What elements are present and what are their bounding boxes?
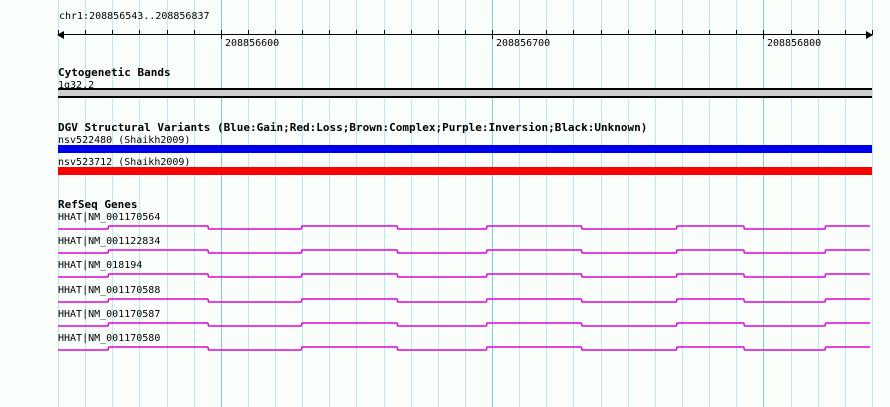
ruler-tick (465, 30, 466, 35)
sv-label-nsv523712: nsv523712 (Shaikh2009) (58, 157, 191, 168)
ruler-tick (709, 30, 710, 35)
ruler-tick (58, 30, 59, 35)
ruler-tick (221, 30, 222, 39)
ruler-tick (248, 30, 249, 35)
gene-model[interactable] (58, 273, 870, 278)
gene-label-3: HHAT|NM_001170588 (58, 285, 161, 296)
gene-model[interactable] (58, 346, 870, 351)
track-title-refseq-genes: RefSeq Genes (58, 198, 138, 211)
gene-model[interactable] (58, 322, 870, 327)
ruler-tick (845, 30, 846, 35)
arrow-right-icon[interactable] (866, 31, 873, 39)
gene-label-1: HHAT|NM_001122834 (58, 236, 161, 247)
ruler-tick (519, 30, 520, 35)
track-title-cytogenetic-bands: Cytogenetic Bands (58, 66, 171, 79)
cytoband-label: 1q32.2 (58, 80, 95, 91)
ruler-tick (818, 30, 819, 35)
ruler-tick (167, 30, 168, 35)
ruler-tick (384, 30, 385, 35)
ruler-tick (275, 30, 276, 35)
ruler-tick-label: 208856600 (225, 38, 280, 49)
ruler-tick (872, 30, 873, 35)
ruler-tick (139, 30, 140, 35)
gene-label-4: HHAT|NM_001170587 (58, 309, 161, 320)
ruler-tick (85, 30, 86, 35)
ruler-tick (791, 30, 792, 35)
sv-label-nsv522480: nsv522480 (Shaikh2009) (58, 135, 191, 146)
sv-bar-nsv523712[interactable] (58, 167, 872, 175)
ruler-tick (194, 30, 195, 35)
sv-bar-nsv522480[interactable] (58, 145, 872, 153)
ruler-tick (492, 30, 493, 39)
ruler-tick-label: 208856800 (767, 38, 822, 49)
ruler-tick (356, 30, 357, 35)
gene-label-2: HHAT|NM_018194 (58, 260, 143, 271)
ruler-tick (628, 30, 629, 35)
ruler-tick (329, 30, 330, 35)
gene-model[interactable] (58, 249, 870, 254)
locus-label: chr1:208856543..208856837 (59, 11, 210, 22)
ruler-tick (573, 30, 574, 35)
gene-label-0: HHAT|NM_001170564 (58, 212, 161, 223)
arrow-left-icon[interactable] (57, 31, 64, 39)
ruler-tick (736, 30, 737, 35)
ruler-tick (601, 30, 602, 35)
ruler-tick (302, 30, 303, 35)
ruler-tick (546, 30, 547, 35)
ruler-tick (112, 30, 113, 35)
ruler-tick (655, 30, 656, 35)
gene-label-5: HHAT|NM_001170580 (58, 333, 161, 344)
track-title-dgv: DGV Structural Variants (Blue:Gain;Red:L… (58, 121, 648, 134)
gene-model[interactable] (58, 225, 870, 230)
ruler-tick (763, 30, 764, 39)
cytoband-bar[interactable] (58, 88, 872, 98)
gene-model[interactable] (58, 298, 870, 303)
ruler-tick (438, 30, 439, 35)
ruler-tick (682, 30, 683, 35)
ruler-tick (411, 30, 412, 35)
ruler-tick-label: 208856700 (496, 38, 551, 49)
